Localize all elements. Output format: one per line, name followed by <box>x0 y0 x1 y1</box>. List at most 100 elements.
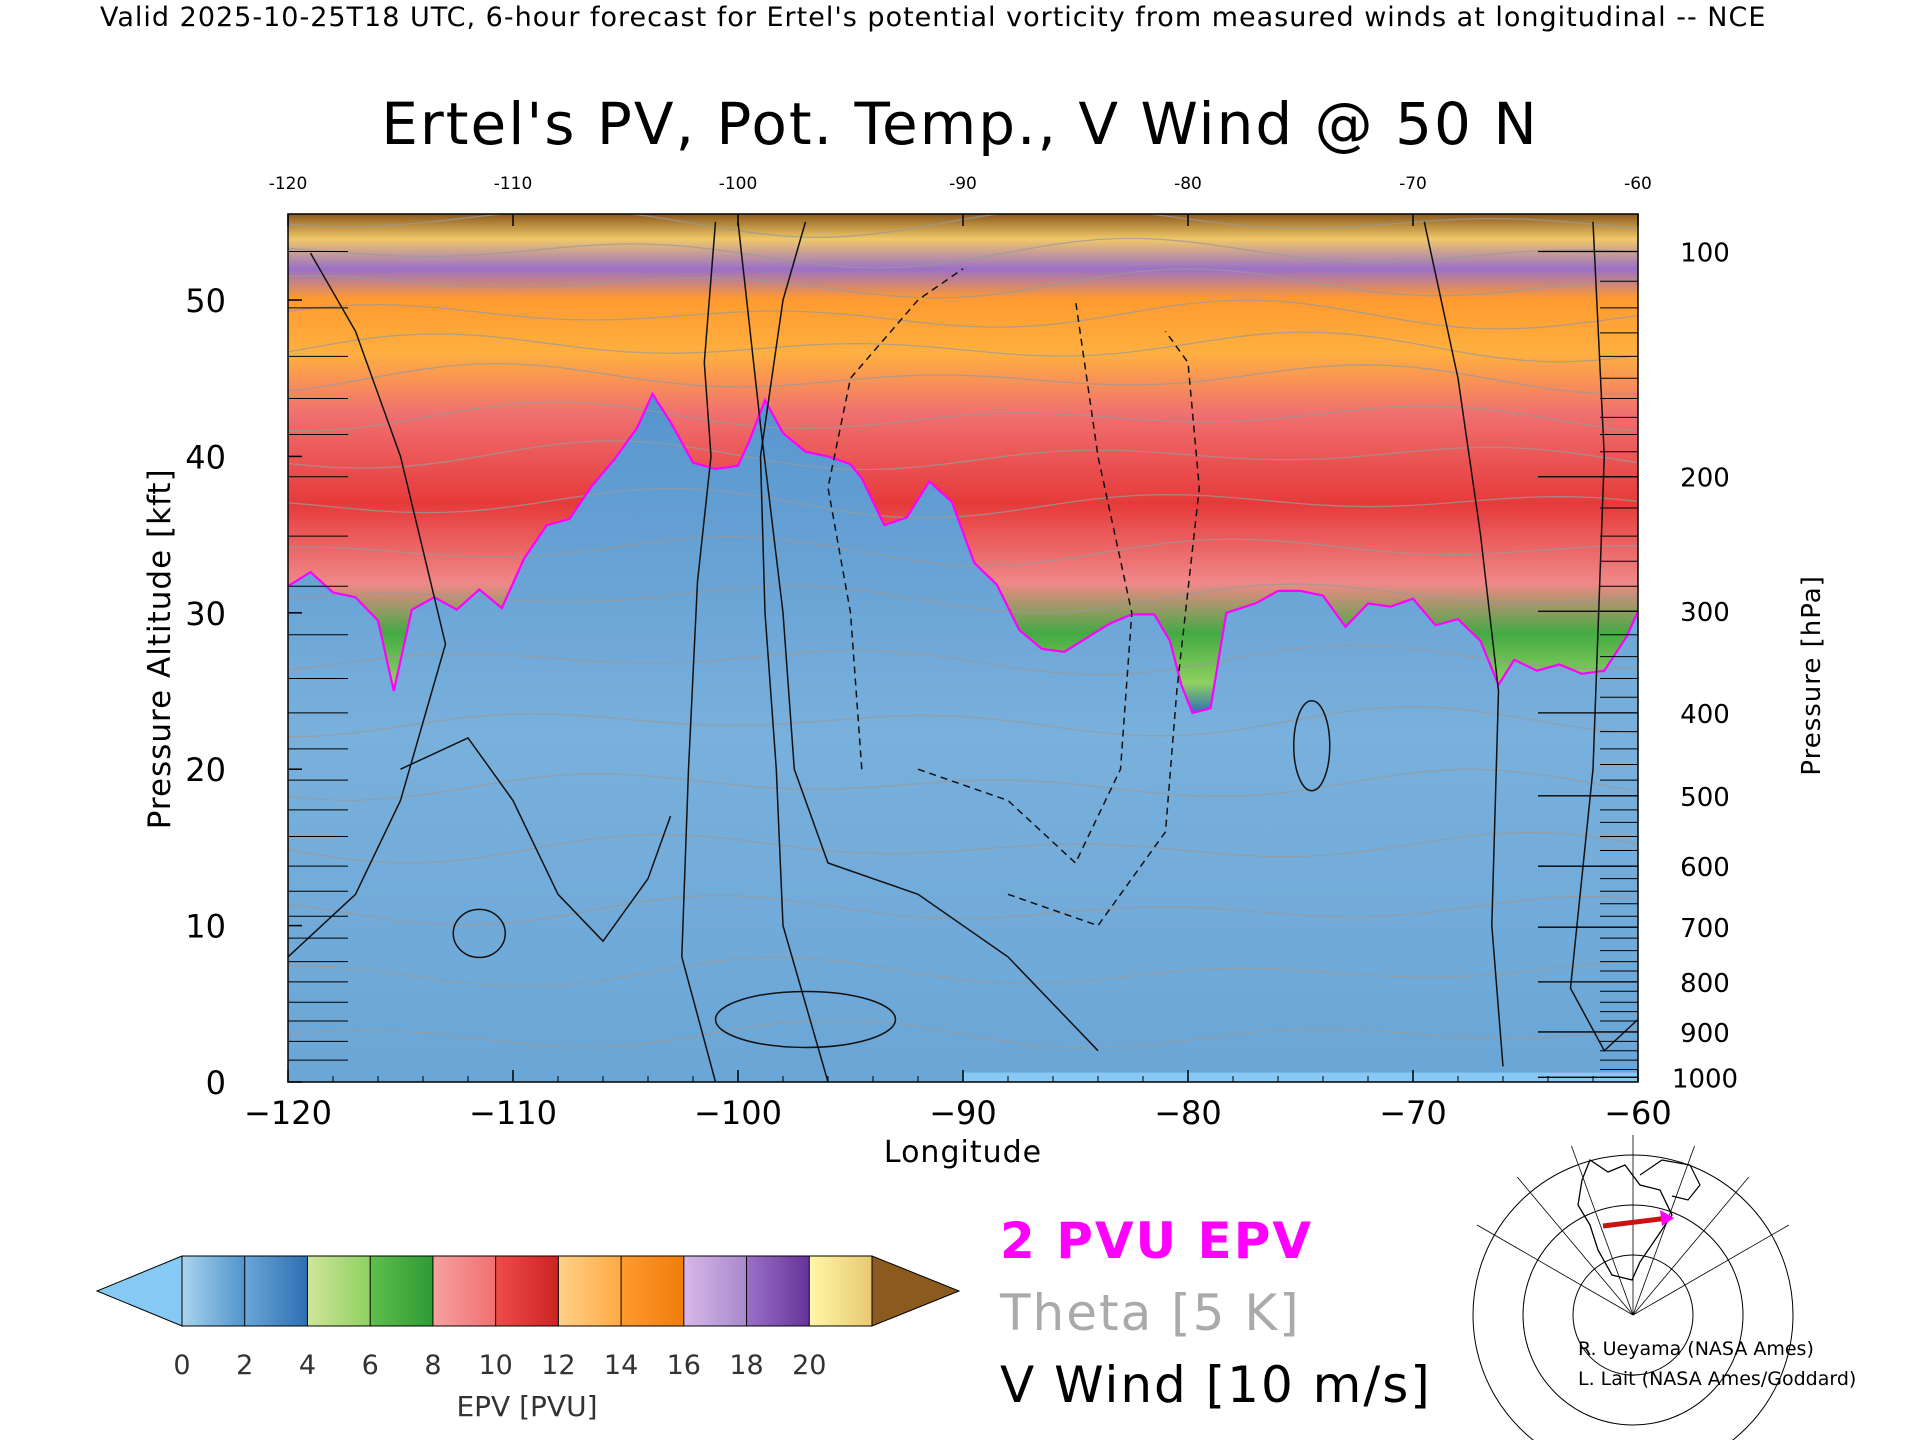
y-tick-label: 0 <box>206 1064 226 1102</box>
colorbar-tick-label: 2 <box>236 1350 253 1381</box>
colorbar-tick-label: 12 <box>541 1350 575 1381</box>
map-meridian <box>1571 1145 1634 1316</box>
x-tick-label-top: -110 <box>494 174 533 194</box>
v-wind-contour <box>714 990 897 1049</box>
v-wind-contour <box>737 221 1099 1052</box>
theta-isentrope <box>288 299 1638 330</box>
y-tick-label: 40 <box>185 438 226 476</box>
colorbar-tick-label: 10 <box>478 1350 512 1381</box>
map-meridian <box>1476 1224 1634 1316</box>
theta-isentrope <box>288 487 1638 519</box>
legend-theta-interval: [5 K] <box>1171 1284 1301 1342</box>
colorbar-band <box>558 1256 622 1326</box>
colorbar-below-extension <box>95 1255 183 1327</box>
legend-wind-label: V Wind <box>1000 1356 1206 1414</box>
x-tick-label: −90 <box>929 1094 997 1132</box>
colorbar-tick-label: 8 <box>424 1350 441 1381</box>
x-tick-label-top: -120 <box>269 174 308 194</box>
colorbar-band <box>809 1256 873 1326</box>
x-tick-label: −60 <box>1604 1094 1672 1132</box>
x-tick-label: −110 <box>469 1094 557 1132</box>
x-tick-label-top: -80 <box>1174 174 1202 194</box>
map-meridian <box>1632 1145 1695 1316</box>
credit-line-2: L. Lait (NASA Ames/Goddard) <box>1578 1368 1857 1390</box>
pressure-tick-label: 600 <box>1680 853 1730 883</box>
chart-title: Ertel's PV, Pot. Temp., V Wind @ 50 N <box>381 90 1539 158</box>
map-meridian <box>1516 1176 1634 1316</box>
pressure-tick-label: 900 <box>1680 1019 1730 1049</box>
legend-theta: Theta [5 K] <box>1000 1284 1301 1342</box>
surface-low-pv-band <box>963 1072 1638 1082</box>
colorbar-band <box>370 1256 434 1326</box>
y-tick-label: 50 <box>185 282 226 320</box>
x-tick-label-top: -70 <box>1399 174 1427 194</box>
colorbar-tick-label: 20 <box>792 1350 826 1381</box>
legend-wind-interval: [10 m/s] <box>1205 1356 1432 1414</box>
theta-isentrope <box>288 1018 1638 1049</box>
v-wind-contour <box>400 736 672 943</box>
theta-isentrope <box>288 268 1638 299</box>
colorbar-tick-label: 6 <box>362 1350 379 1381</box>
colorbar-band <box>244 1256 308 1326</box>
y-tick-label: 30 <box>185 595 226 633</box>
colorbar-band <box>307 1256 371 1326</box>
v-wind-contour <box>759 221 829 1082</box>
x-tick-label: −100 <box>694 1094 782 1132</box>
legend-v-wind: V Wind [10 m/s] <box>1000 1356 1432 1414</box>
x-tick-label: −70 <box>1379 1094 1447 1132</box>
v-wind-contour <box>681 221 717 1082</box>
colorbar-tick-label: 14 <box>604 1350 638 1381</box>
theta-isentrope <box>288 440 1638 471</box>
tropopause-2pvu-line <box>288 391 1638 715</box>
colorbar-label: EPV [PVU] <box>456 1390 597 1423</box>
v-wind-contour <box>288 252 447 958</box>
pressure-tick-label: 700 <box>1680 914 1730 944</box>
colorbar-tick-label: 0 <box>173 1350 190 1381</box>
theta-isentrope <box>288 706 1638 738</box>
v-wind-contour <box>1293 699 1331 792</box>
map-meridian <box>1632 1224 1790 1316</box>
x-tick-label-top: -90 <box>949 174 977 194</box>
pressure-tick-label: 300 <box>1680 598 1730 628</box>
theta-isentrope <box>288 956 1638 987</box>
colorbar-tick-label: 4 <box>299 1350 316 1381</box>
colorbar-band <box>746 1256 810 1326</box>
theta-isentrope <box>288 331 1638 363</box>
colorbar-band <box>432 1256 497 1326</box>
v-wind-contour <box>827 268 964 770</box>
y-tick-label: 20 <box>185 751 226 789</box>
colorbar-above-extension <box>871 1255 961 1327</box>
pressure-tick-label: 200 <box>1680 464 1730 494</box>
v-wind-contour <box>917 299 1133 865</box>
colorbar-tick-label: 18 <box>729 1350 763 1381</box>
x-tick-label: −120 <box>244 1094 332 1132</box>
v-wind-contour <box>1423 221 1504 1067</box>
map-bounds <box>1540 1152 1736 1300</box>
pressure-tick-label: 400 <box>1680 700 1730 730</box>
credit-line-1: R. Ueyama (NASA Ames) <box>1578 1338 1814 1360</box>
colorbar-band <box>683 1256 748 1326</box>
y-axis-label-right: Pressure [hPa] <box>1797 575 1827 776</box>
map-greenland-outline <box>1639 1159 1701 1201</box>
theta-isentrope <box>288 362 1638 395</box>
theta-isentrope <box>288 237 1638 269</box>
legend-2pvu-line: 2 PVU EPV <box>1000 1212 1314 1270</box>
pressure-tick-label: 100 <box>1680 239 1730 269</box>
map-route-line <box>1602 1215 1669 1229</box>
colorbar-tick-label: 16 <box>667 1350 701 1381</box>
pressure-tick-label: 1000 <box>1672 1064 1738 1094</box>
theta-isentrope <box>288 768 1638 801</box>
colorbar-band <box>495 1256 559 1326</box>
theta-isentrope <box>288 831 1638 864</box>
map-continent-outline <box>1577 1159 1673 1281</box>
colorbar-band <box>621 1256 685 1326</box>
theta-isentrope <box>288 644 1638 676</box>
north-america-map-icon <box>1472 1135 1794 1440</box>
map-route-arrow <box>1660 1210 1674 1226</box>
pressure-tick-label: 800 <box>1680 969 1730 999</box>
x-axis-label: Longitude <box>884 1135 1042 1170</box>
y-tick-label: 10 <box>185 908 226 946</box>
x-tick-label-top: -60 <box>1624 174 1652 194</box>
v-wind-contour <box>1007 330 1201 927</box>
